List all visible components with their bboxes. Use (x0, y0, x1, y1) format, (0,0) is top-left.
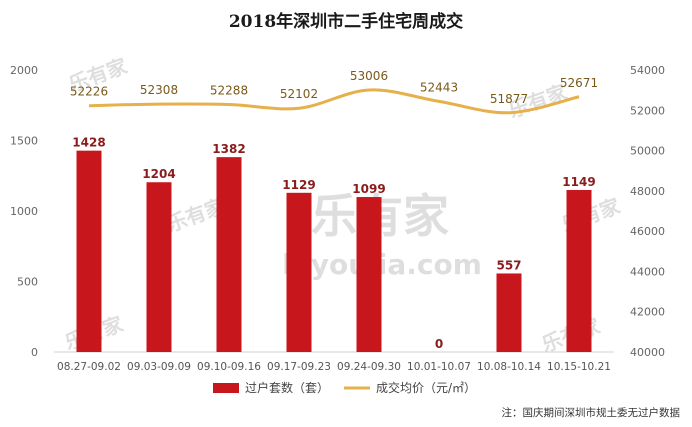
bar-value-label: 1382 (212, 142, 245, 156)
right-axis-tick-label: 50000 (630, 145, 665, 158)
x-axis-tick-label: 09.10-09.16 (197, 361, 261, 373)
bar-value-label: 1149 (562, 175, 595, 189)
x-axis-tick-label: 09.03-09.09 (127, 361, 191, 373)
bar (76, 150, 102, 352)
line-value-label: 53006 (350, 69, 388, 83)
line-series: 52226 52308 52288 52102 53006 52443 51877 52671 (70, 69, 598, 115)
line-value-label: 52102 (280, 87, 318, 101)
x-axis-tick-label: 09.24-09.30 (337, 361, 401, 373)
bar-value-label: 1099 (352, 182, 385, 196)
x-axis-tick-label: 08.27-09.02 (57, 361, 121, 373)
legend: 过户套数（套） 成交均价（元/㎡） (213, 380, 476, 395)
line-value-label: 52671 (560, 76, 598, 90)
legend-line-label: 成交均价（元/㎡） (376, 380, 476, 395)
bar-value-label: 1129 (282, 178, 315, 192)
right-axis: 40000 42000 44000 46000 48000 50000 52000 54000 (630, 64, 665, 359)
line-value-label: 52308 (140, 83, 178, 97)
line-value-label: 52226 (70, 85, 108, 99)
left-axis-tick-label: 0 (31, 346, 38, 359)
bar-value-label: 1204 (142, 167, 175, 181)
left-axis-tick-label: 1000 (10, 205, 38, 218)
bar (286, 192, 312, 352)
right-axis-tick-label: 40000 (630, 346, 665, 359)
x-axis-tick-label: 10.01-10.07 (407, 361, 471, 373)
bar-value-label: 0 (435, 337, 443, 351)
right-axis-tick-label: 54000 (630, 64, 665, 77)
legend-bar-label: 过户套数（套） (245, 380, 329, 395)
bar-value-label: 1428 (72, 136, 105, 150)
footnote: 注：国庆期间深圳市规土委无过户数据 (502, 406, 681, 419)
bar-series: 1428 1204 1382 1129 1099 0 557 1149 (72, 136, 596, 352)
line-value-label: 51877 (490, 92, 528, 106)
left-axis-tick-label: 1500 (10, 135, 38, 148)
bar (216, 157, 242, 352)
legend-bar-swatch (213, 383, 239, 393)
x-axis-tick-label: 09.17-09.23 (267, 361, 331, 373)
left-axis: 0 500 1000 1500 2000 (10, 64, 38, 359)
line-value-label: 52288 (210, 83, 248, 97)
left-axis-tick-label: 2000 (10, 64, 38, 77)
price-line (88, 88, 580, 115)
line-value-label: 52443 (420, 80, 458, 94)
right-axis-tick-label: 52000 (630, 104, 665, 117)
x-axis-tick-label: 10.15-10.21 (547, 361, 611, 373)
x-axis-tick-label: 10.08-10.14 (477, 361, 541, 373)
bar (566, 189, 592, 352)
left-axis-tick-label: 500 (17, 276, 38, 289)
watermark-domain: leyoujia.com (282, 248, 482, 281)
right-axis-tick-label: 46000 (630, 225, 665, 238)
bar (146, 182, 172, 352)
x-axis-ticks: 08.27-09.02 09.03-09.09 09.10-09.16 09.17-0… (57, 361, 611, 373)
chart-title: 2018年深圳市二手住宅周成交 (229, 11, 463, 32)
right-axis-tick-label: 42000 (630, 306, 665, 319)
right-axis-tick-label: 44000 (630, 265, 665, 278)
right-axis-tick-label: 48000 (630, 185, 665, 198)
bar (356, 197, 382, 352)
bar-value-label: 557 (496, 258, 521, 272)
watermark: 乐有家 leyoujia.com 乐有家 乐有家 乐有家 乐有家 乐有家 乐有家 (62, 53, 625, 356)
bar (496, 273, 522, 352)
